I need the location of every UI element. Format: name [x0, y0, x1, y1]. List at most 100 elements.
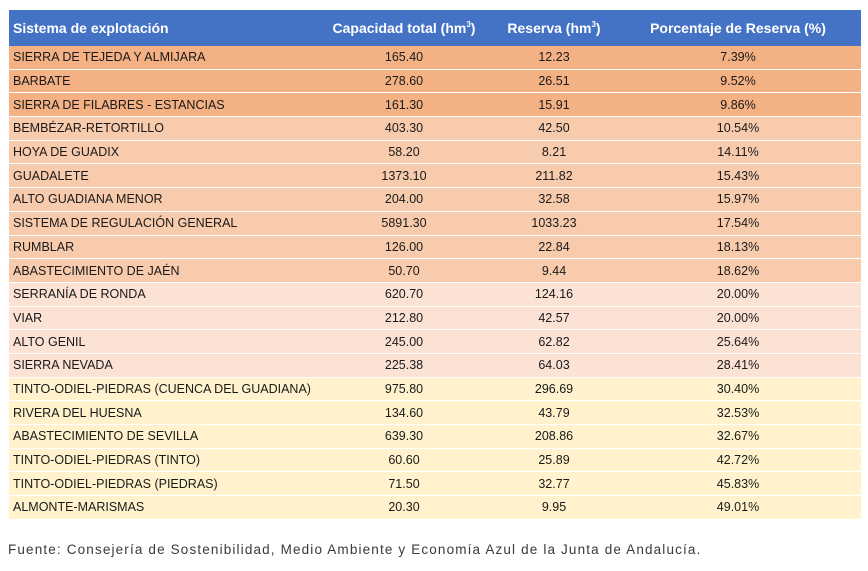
cell-capacity: 50.70	[315, 258, 493, 283]
header-row: Sistema de explotación Capacidad total (…	[9, 10, 861, 46]
cell-capacity: 161.30	[315, 92, 493, 118]
cell-reserve: 32.58	[493, 187, 615, 212]
cell-capacity: 58.20	[315, 140, 493, 165]
cell-system: GUADALETE	[9, 163, 315, 189]
cell-capacity: 403.30	[315, 116, 493, 141]
cell-percentage: 49.01%	[615, 495, 861, 520]
cell-capacity: 20.30	[315, 495, 493, 520]
cell-capacity: 204.00	[315, 187, 493, 212]
cell-reserve: 62.82	[493, 329, 615, 354]
table-row: RIVERA DEL HUESNA 134.60 43.79 32.53%	[9, 400, 861, 425]
cell-percentage: 9.86%	[615, 92, 861, 118]
cell-percentage: 32.67%	[615, 424, 861, 449]
cell-capacity: 225.38	[315, 353, 493, 378]
cell-capacity: 639.30	[315, 424, 493, 449]
cell-percentage: 42.72%	[615, 448, 861, 473]
header-capacity: Capacidad total (hm3)	[315, 10, 493, 46]
cell-reserve: 26.51	[493, 69, 615, 94]
header-reserve-exponent: 3	[591, 20, 596, 29]
table-row: VIAR 212.80 42.57 20.00%	[9, 306, 861, 331]
header-reserve: Reserva (hm3)	[493, 10, 615, 46]
header-capacity-exponent: 3	[466, 20, 471, 29]
reservoir-table: Sistema de explotación Capacidad total (…	[9, 10, 861, 520]
table-row: SISTEMA DE REGULACIÓN GENERAL 5891.30 1033…	[9, 211, 861, 236]
table-row: TINTO-ODIEL-PIEDRAS (TINTO) 60.60 25.89 42.…	[9, 448, 861, 473]
cell-system: ALTO GUADIANA MENOR	[9, 187, 315, 212]
cell-capacity: 620.70	[315, 282, 493, 307]
cell-system: TINTO-ODIEL-PIEDRAS (PIEDRAS)	[9, 471, 315, 497]
cell-reserve: 43.79	[493, 400, 615, 425]
cell-system: TINTO-ODIEL-PIEDRAS (CUENCA DEL GUADIANA…	[9, 377, 315, 402]
cell-reserve: 12.23	[493, 46, 615, 70]
cell-reserve: 15.91	[493, 92, 615, 118]
cell-system: BARBATE	[9, 69, 315, 94]
table-row: BARBATE 278.60 26.51 9.52%	[9, 69, 861, 94]
cell-reserve: 124.16	[493, 282, 615, 307]
cell-capacity: 245.00	[315, 329, 493, 354]
cell-percentage: 14.11%	[615, 140, 861, 165]
table-row: ALMONTE-MARISMAS 20.30 9.95 49.01%	[9, 495, 861, 520]
table-row: GUADALETE 1373.10 211.82 15.43%	[9, 163, 861, 189]
cell-system: ALMONTE-MARISMAS	[9, 495, 315, 520]
cell-reserve: 32.77	[493, 471, 615, 497]
cell-percentage: 18.13%	[615, 235, 861, 260]
table-row: HOYA DE GUADIX 58.20 8.21 14.11%	[9, 140, 861, 165]
cell-system: SERRANÍA DE RONDA	[9, 282, 315, 307]
cell-reserve: 22.84	[493, 235, 615, 260]
cell-percentage: 10.54%	[615, 116, 861, 141]
table-header: Sistema de explotación Capacidad total (…	[9, 10, 861, 46]
table-row: SIERRA DE TEJEDA Y ALMIJARA 165.40 12.23 7.…	[9, 46, 861, 70]
cell-percentage: 17.54%	[615, 211, 861, 236]
table-row: ABASTECIMIENTO DE SEVILLA 639.30 208.86 32.…	[9, 424, 861, 449]
cell-capacity: 278.60	[315, 69, 493, 94]
cell-percentage: 7.39%	[615, 46, 861, 70]
table-row: TINTO-ODIEL-PIEDRAS (PIEDRAS) 71.50 32.77 4…	[9, 471, 861, 497]
header-percentage: Porcentaje de Reserva (%)	[615, 10, 861, 46]
table-body: SIERRA DE TEJEDA Y ALMIJARA 165.40 12.23 7.…	[9, 46, 861, 520]
cell-capacity: 71.50	[315, 471, 493, 497]
header-system: Sistema de explotación	[9, 10, 315, 46]
cell-percentage: 15.97%	[615, 187, 861, 212]
cell-percentage: 25.64%	[615, 329, 861, 354]
cell-percentage: 45.83%	[615, 471, 861, 497]
cell-capacity: 134.60	[315, 400, 493, 425]
table-row: TINTO-ODIEL-PIEDRAS (CUENCA DEL GUADIANA…	[9, 377, 861, 402]
table-row: ALTO GENIL 245.00 62.82 25.64%	[9, 329, 861, 354]
cell-system: SIERRA NEVADA	[9, 353, 315, 378]
source-note: Fuente: Consejería de Sostenibilidad, Me…	[8, 542, 702, 557]
cell-reserve: 9.95	[493, 495, 615, 520]
cell-percentage: 15.43%	[615, 163, 861, 189]
table-row: ALTO GUADIANA MENOR 204.00 32.58 15.97%	[9, 187, 861, 212]
cell-system: SIERRA DE TEJEDA Y ALMIJARA	[9, 46, 315, 70]
cell-system: SISTEMA DE REGULACIÓN GENERAL	[9, 211, 315, 236]
table-row: ABASTECIMIENTO DE JAÉN 50.70 9.44 18.62%	[9, 258, 861, 283]
table-row: RUMBLAR 126.00 22.84 18.13%	[9, 235, 861, 260]
table-row: BEMBÉZAR-RETORTILLO 403.30 42.50 10.54%	[9, 116, 861, 141]
header-reserve-label: Reserva (hm	[507, 20, 592, 36]
cell-reserve: 64.03	[493, 353, 615, 378]
cell-system: TINTO-ODIEL-PIEDRAS (TINTO)	[9, 448, 315, 473]
cell-reserve: 296.69	[493, 377, 615, 402]
cell-capacity: 126.00	[315, 235, 493, 260]
cell-percentage: 18.62%	[615, 258, 861, 283]
cell-capacity: 60.60	[315, 448, 493, 473]
cell-percentage: 20.00%	[615, 282, 861, 307]
cell-system: ABASTECIMIENTO DE JAÉN	[9, 258, 315, 283]
cell-system: BEMBÉZAR-RETORTILLO	[9, 116, 315, 141]
cell-reserve: 9.44	[493, 258, 615, 283]
cell-capacity: 212.80	[315, 306, 493, 331]
table-row: SERRANÍA DE RONDA 620.70 124.16 20.00%	[9, 282, 861, 307]
header-reserve-close: )	[595, 20, 601, 36]
cell-reserve: 42.57	[493, 306, 615, 331]
cell-reserve: 42.50	[493, 116, 615, 141]
cell-reserve: 1033.23	[493, 211, 615, 236]
cell-system: HOYA DE GUADIX	[9, 140, 315, 165]
cell-system: RIVERA DEL HUESNA	[9, 400, 315, 425]
cell-reserve: 8.21	[493, 140, 615, 165]
cell-percentage: 9.52%	[615, 69, 861, 94]
cell-capacity: 165.40	[315, 46, 493, 70]
table-row: SIERRA NEVADA 225.38 64.03 28.41%	[9, 353, 861, 378]
table-row: SIERRA DE FILABRES - ESTANCIAS 161.30 15.9…	[9, 92, 861, 118]
cell-capacity: 975.80	[315, 377, 493, 402]
cell-percentage: 32.53%	[615, 400, 861, 425]
